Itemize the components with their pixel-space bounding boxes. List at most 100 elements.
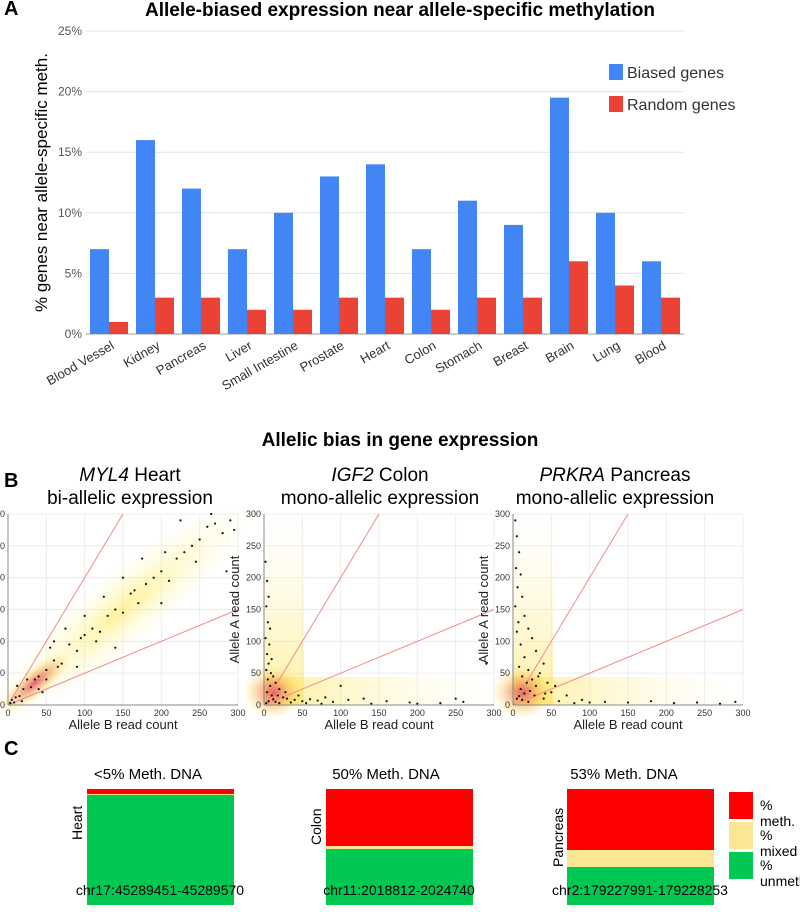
x-axis-label: Allele B read count <box>324 717 434 732</box>
scatter-section-title: Allelic bias in gene expression <box>261 430 539 451</box>
data-point <box>519 643 522 646</box>
data-point <box>527 627 530 630</box>
scatter-plot-3: 00 50 50 100 100 150 150 200 200 250 250 300 300 Alle… <box>476 509 751 732</box>
bar-biased <box>90 249 109 334</box>
bar-random <box>477 297 496 334</box>
data-point <box>542 662 545 665</box>
data-point <box>274 700 277 703</box>
data-point <box>213 522 217 525</box>
data-point <box>18 694 21 698</box>
data-point <box>272 675 275 678</box>
bar-biased <box>366 164 385 334</box>
data-point <box>91 627 94 630</box>
data-point <box>265 668 268 672</box>
data-point <box>22 687 25 691</box>
data-point <box>284 691 287 694</box>
data-point <box>14 696 17 699</box>
data-point <box>95 640 98 643</box>
data-point <box>362 697 365 700</box>
meth-block-2-meth-segment <box>326 789 473 846</box>
data-point <box>516 586 519 589</box>
data-point <box>29 686 33 689</box>
legend-label: Biased genes <box>627 65 724 82</box>
meth-block-1-region: chr17:45289451-45289570 <box>75 882 245 898</box>
reference-line <box>512 513 629 706</box>
data-point <box>285 697 289 700</box>
data-point <box>129 592 132 595</box>
data-point <box>221 532 224 535</box>
data-point <box>534 649 538 652</box>
x-tick-label: 100 <box>582 708 597 718</box>
data-point <box>527 700 530 703</box>
x-tick-label: Brain <box>543 338 577 366</box>
data-point <box>167 579 171 582</box>
x-tick-label: 0 <box>261 708 266 718</box>
data-point <box>515 697 518 700</box>
data-point <box>527 668 530 672</box>
data-point <box>534 684 538 687</box>
y-tick-label: 50 <box>500 668 510 678</box>
data-point <box>269 684 272 687</box>
data-point <box>523 692 526 695</box>
data-point <box>554 684 557 687</box>
bar-random <box>523 297 542 334</box>
y-tick-label: 0 <box>256 700 261 710</box>
data-point <box>272 698 275 701</box>
data-point <box>521 675 524 678</box>
y-tick-label: 300 <box>0 509 5 519</box>
bar-chart: 0% 5% 10% 15% 20% 25% % genes near allele-spec… <box>32 24 736 393</box>
data-point <box>546 681 549 684</box>
x-tick-label: 300 <box>486 708 501 718</box>
data-point <box>152 576 155 579</box>
reference-line <box>263 609 495 706</box>
y-axis-label: Allele A read count <box>227 555 242 663</box>
data-point <box>525 681 528 684</box>
x-tick-label: Lung <box>590 338 623 365</box>
data-point <box>439 701 442 705</box>
bar-biased <box>596 212 615 334</box>
data-point <box>52 640 56 643</box>
data-point <box>603 700 607 703</box>
data-point <box>133 589 136 592</box>
data-point <box>537 675 540 678</box>
data-point <box>37 675 40 678</box>
data-point <box>79 637 82 640</box>
data-point <box>267 700 270 703</box>
x-tick-label: 250 <box>192 708 207 718</box>
data-point <box>10 698 13 702</box>
data-point <box>626 701 630 704</box>
x-tick-label: 150 <box>620 708 635 718</box>
x-tick-label: 150 <box>371 708 386 718</box>
data-point <box>293 698 296 702</box>
data-point <box>515 535 518 538</box>
data-point <box>305 701 308 705</box>
x-tick-label: 300 <box>230 708 245 718</box>
panel-c-label: C <box>4 738 19 760</box>
data-point <box>531 678 534 681</box>
y-tick-label: 50 <box>0 668 5 678</box>
scatter-plot-1: 005050100100150150200200250250300300Alle… <box>0 505 260 732</box>
x-tick-label: Stomach <box>433 338 485 377</box>
x-tick-label: 0 <box>5 708 10 718</box>
data-point <box>649 700 653 703</box>
x-tick-label: 50 <box>41 708 51 718</box>
legend-swatch <box>609 64 623 80</box>
data-point <box>519 687 522 691</box>
data-point <box>531 637 534 640</box>
y-tick-label: 150 <box>0 605 5 615</box>
data-point <box>45 678 48 681</box>
data-point <box>408 701 411 704</box>
data-point <box>538 672 541 675</box>
data-point <box>289 701 292 704</box>
x-axis-label: Allele B read count <box>573 717 683 732</box>
x-tick-label: 100 <box>77 708 92 718</box>
data-point <box>267 595 270 598</box>
y-tick-label: 15% <box>58 145 82 159</box>
data-point <box>265 652 269 656</box>
data-point <box>523 614 526 617</box>
bar-random <box>201 297 220 334</box>
y-axis-label: % genes near allele-specific meth. <box>32 53 51 312</box>
data-point <box>210 512 213 516</box>
x-tick-label: Prostate <box>297 338 346 375</box>
data-point <box>370 702 373 705</box>
